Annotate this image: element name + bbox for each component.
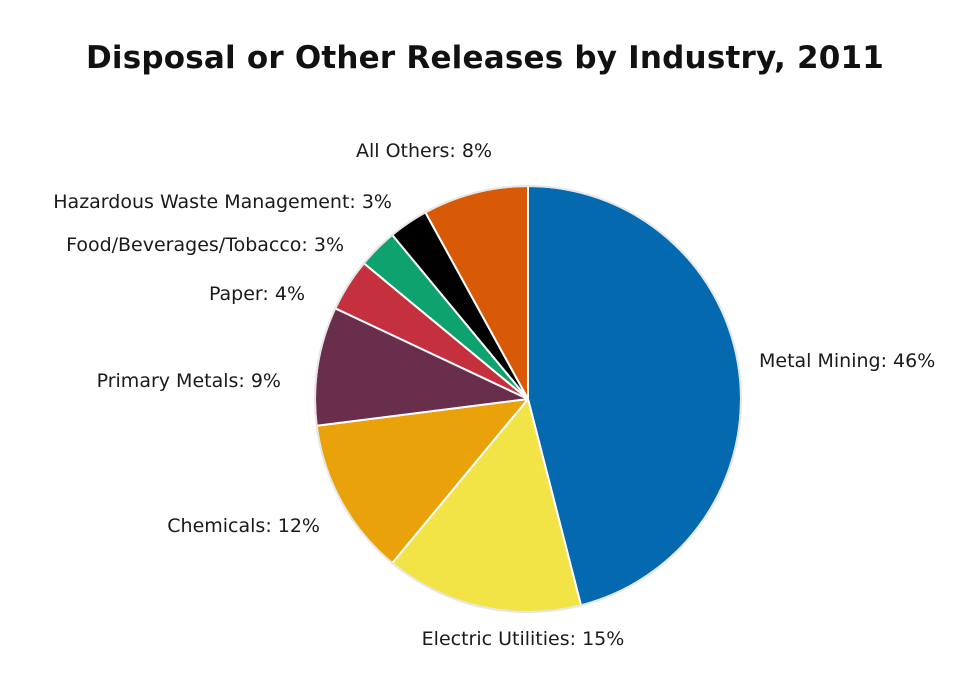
slice-label-electric-utilities: Electric Utilities: 15%	[422, 628, 625, 650]
slice-label-all-others: All Others: 8%	[356, 140, 492, 162]
slice-label-hazardous-waste-management: Hazardous Waste Management: 3%	[53, 191, 392, 213]
slice-label-chemicals: Chemicals: 12%	[167, 515, 320, 537]
slice-label-metal-mining: Metal Mining: 46%	[759, 350, 935, 372]
pie-slices	[314, 185, 742, 613]
pie-rim	[314, 185, 742, 613]
slice-label-primary-metals: Primary Metals: 9%	[97, 370, 281, 392]
slice-label-paper: Paper: 4%	[209, 283, 305, 305]
chart-title: Disposal or Other Releases by Industry, …	[85, 40, 885, 76]
slice-label-food-beverages-tobacco: Food/Beverages/Tobacco: 3%	[66, 234, 344, 256]
pie-labels: Metal Mining: 46% Electric Utilities: 15%…	[53, 140, 935, 650]
